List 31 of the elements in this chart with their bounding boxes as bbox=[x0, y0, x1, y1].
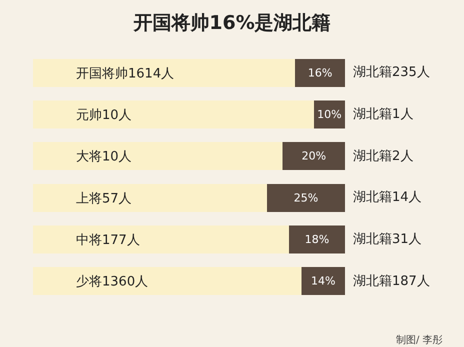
text: 湖北籍1人 bbox=[353, 107, 414, 122]
chart-title: 开国将帅16%是湖北籍 bbox=[132, 12, 331, 34]
data-label: 25% bbox=[294, 191, 318, 204]
text: 湖北籍187人 bbox=[353, 274, 430, 289]
y-tick-label: 大将10人 bbox=[76, 150, 132, 165]
y-tick-label: 开国将帅1614人 bbox=[76, 66, 174, 82]
data-label: 14% bbox=[310, 274, 336, 288]
data-label: 16% bbox=[308, 66, 332, 80]
bar bbox=[301, 267, 345, 296]
bar bbox=[288, 226, 345, 254]
text: 湖北籍235人 bbox=[353, 65, 430, 80]
bar bbox=[33, 184, 267, 212]
y-tick-label: 中将177人 bbox=[76, 233, 140, 248]
bar bbox=[267, 184, 345, 212]
bar bbox=[282, 142, 345, 170]
text: 湖北籍2人 bbox=[353, 149, 414, 164]
bar bbox=[33, 226, 289, 254]
data-label: 10% bbox=[317, 108, 342, 121]
data-label: 20% bbox=[302, 150, 326, 163]
bar bbox=[33, 58, 296, 87]
bar bbox=[33, 142, 283, 170]
data-label: 18% bbox=[304, 233, 330, 246]
text: 制图/ 李彤 bbox=[396, 334, 443, 346]
text: 湖北籍14人 bbox=[353, 190, 422, 205]
bar bbox=[295, 58, 345, 87]
text: 湖北籍31人 bbox=[353, 232, 422, 247]
bar bbox=[33, 267, 302, 296]
y-tick-label: 少将1360人 bbox=[76, 274, 148, 290]
bar bbox=[33, 100, 314, 128]
y-tick-label: 元帅10人 bbox=[76, 108, 132, 124]
y-tick-label: 上将57人 bbox=[76, 191, 132, 206]
